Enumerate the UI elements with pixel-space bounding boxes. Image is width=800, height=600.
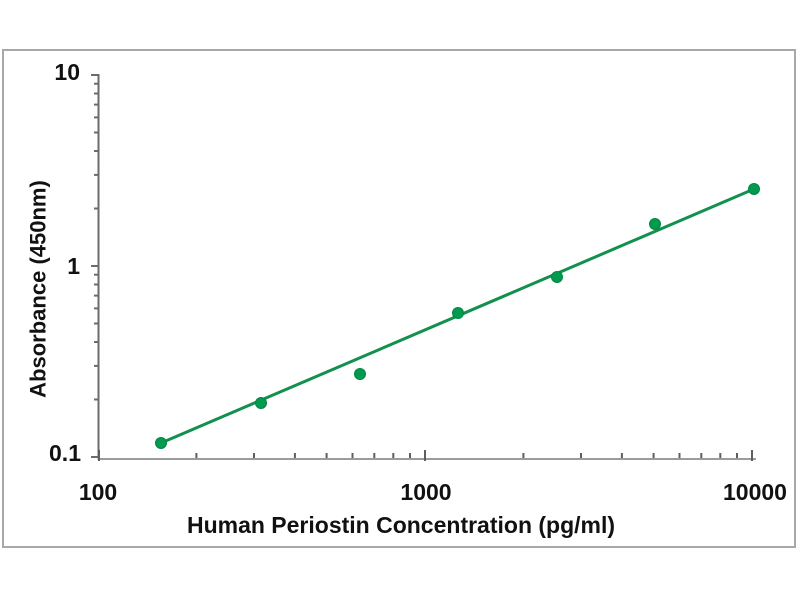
svg-text:10000: 10000 bbox=[723, 479, 787, 505]
svg-text:1: 1 bbox=[67, 253, 80, 279]
svg-text:0.1: 0.1 bbox=[49, 440, 81, 466]
svg-text:Absorbance (450nm): Absorbance (450nm) bbox=[26, 180, 51, 398]
svg-text:1000: 1000 bbox=[400, 479, 451, 505]
svg-text:100: 100 bbox=[79, 479, 117, 505]
svg-text:Human Periostin Concentration: Human Periostin Concentration (pg/ml) bbox=[187, 512, 615, 538]
svg-text:10: 10 bbox=[54, 59, 80, 85]
